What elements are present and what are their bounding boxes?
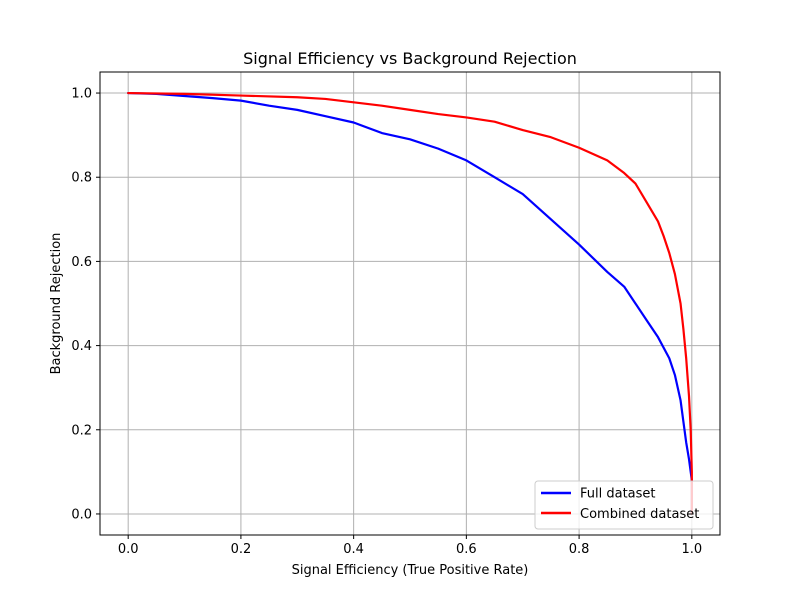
y-tick-label: 0.8 [71, 171, 92, 186]
y-tick-label: 0.4 [71, 339, 92, 354]
x-axis-label: Signal Efficiency (True Positive Rate) [292, 563, 529, 578]
y-tick-label: 0.6 [71, 255, 92, 270]
y-tick-label: 0.2 [71, 423, 92, 438]
grid-layer [100, 72, 720, 535]
y-tick-label: 0.0 [71, 507, 92, 522]
x-tick-label: 0.8 [569, 542, 590, 557]
x-tick-label: 0.6 [456, 542, 477, 557]
x-tick-label: 0.4 [343, 542, 364, 557]
y-tick-label: 1.0 [71, 87, 92, 102]
x-tick-label: 0.0 [118, 542, 139, 557]
x-tick-label: 0.2 [231, 542, 252, 557]
legend-box [534, 480, 714, 530]
legend-label-full: Full dataset [580, 487, 656, 502]
legend: Full dataset Combined dataset [534, 480, 714, 530]
series-layer [127, 91, 693, 516]
combined-dataset-line [127, 91, 693, 516]
legend-label-combined: Combined dataset [580, 507, 699, 522]
y-axis: 0.0 0.2 0.4 0.6 0.8 1.0 [71, 87, 100, 522]
x-tick-label: 1.0 [681, 542, 702, 557]
y-axis-label: Background Rejection [49, 233, 64, 375]
chart-title: Signal Efficiency vs Background Rejectio… [243, 49, 577, 68]
plot-area-frame [99, 71, 721, 536]
x-axis: 0.0 0.2 0.4 0.6 0.8 1.0 [118, 535, 702, 557]
full-dataset-line [127, 91, 693, 516]
